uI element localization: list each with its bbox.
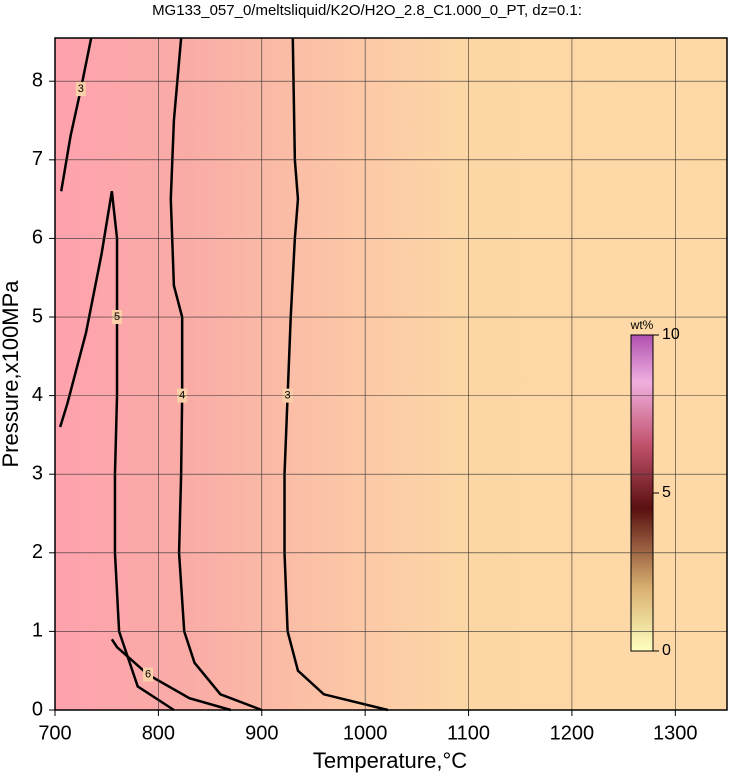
plot-background	[55, 38, 727, 710]
x-tick-label: 800	[142, 722, 175, 744]
y-tick-label: 0	[32, 698, 43, 720]
x-tick-label: 1100	[447, 722, 490, 744]
x-tick-label: 700	[38, 722, 71, 744]
contour-label-bg	[75, 82, 86, 97]
x-tick-label: 1000	[343, 722, 388, 744]
chart-title: MG133_057_0/meltsliquid/K2O/H2O_2.8_C1.0…	[152, 2, 582, 19]
contour-label: 6	[145, 669, 151, 681]
colorbar-tick-label: 0	[662, 642, 671, 659]
y-tick-label: 3	[32, 462, 43, 484]
y-axis-label: Pressure,x100MPa	[0, 280, 23, 468]
contour-line	[169, 37, 263, 712]
contour-label: 3	[78, 83, 84, 95]
x-tick-label: 1200	[550, 722, 595, 744]
contour-line	[283, 37, 389, 712]
contour-line	[59, 37, 93, 192]
y-tick-label: 2	[32, 541, 43, 563]
colorbar-tick-label: 10	[662, 326, 680, 343]
colorbar-tick-label: 5	[662, 484, 671, 501]
y-tick-label: 5	[32, 305, 43, 327]
colorbar-label: wt%	[630, 318, 654, 332]
colorbar	[630, 334, 654, 652]
y-tick-label: 7	[32, 148, 43, 170]
x-axis-label: Temperature,°C	[313, 748, 467, 773]
y-tick-label: 6	[32, 227, 43, 249]
contour-label-bg	[143, 667, 154, 682]
y-tick-label: 4	[32, 384, 43, 406]
x-tick-label: 900	[245, 722, 278, 744]
plot-frame	[54, 37, 728, 711]
y-tick-label: 8	[32, 70, 43, 92]
x-tick-label: 1300	[653, 722, 698, 744]
y-tick-label: 1	[32, 620, 43, 642]
